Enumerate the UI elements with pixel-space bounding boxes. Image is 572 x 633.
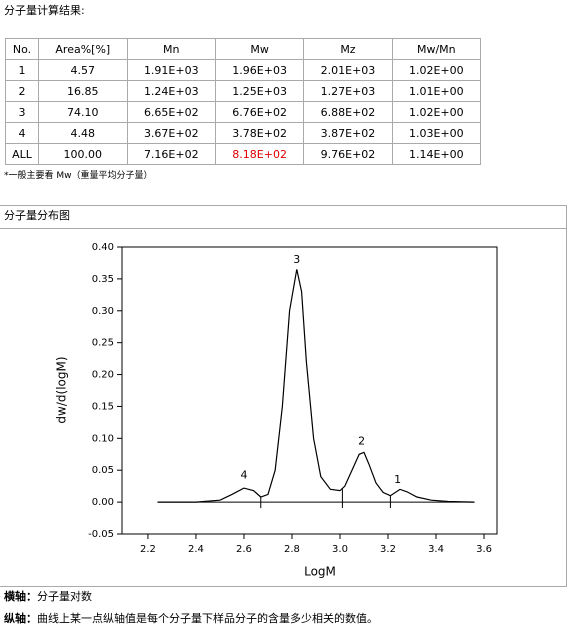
peak-label: 2 <box>358 435 365 448</box>
x-tick-label: 3.4 <box>428 544 444 555</box>
y-tick-label: 0.40 <box>92 242 114 253</box>
table-cell: 1.91E+03 <box>126 59 216 81</box>
title: 分子量计算结果: <box>4 4 85 17</box>
x-tick-label: 3.6 <box>476 544 492 555</box>
peak-label: 1 <box>394 473 401 486</box>
table-row: ALL 100.00 7.16E+02 8.18E+02 9.76E+02 1.14E+0… <box>5 143 482 165</box>
footer-label: 纵轴： <box>4 612 37 625</box>
header-cell: Mw/Mn <box>391 38 482 60</box>
y-axis-label: dw/d(logM) <box>55 356 69 423</box>
table-cell: 7.16E+02 <box>126 143 216 165</box>
table-cell: 74.10 <box>38 101 128 123</box>
x-tick-label: 2.4 <box>188 544 204 555</box>
x-tick-label: 3.2 <box>380 544 396 555</box>
footer-label: 横轴： <box>4 590 37 603</box>
y-tick-label: 0.20 <box>92 370 114 381</box>
table-cell: ALL <box>5 143 39 165</box>
table-cell: 6.88E+02 <box>303 101 393 123</box>
x-tick-label: 3.0 <box>332 544 348 555</box>
peak-label: 4 <box>240 468 247 481</box>
header-cell: Area%[%] <box>38 38 128 60</box>
footer: 横轴：分子量对数 纵轴：曲线上某一点纵轴值是每个分子量下样品分子的含量多少相关的… <box>4 586 378 630</box>
chart: LogM dw/d(logM) -0.05 0.00 0.05 0.10 0.15 0.2… <box>55 242 498 579</box>
table-cell: 9.76E+02 <box>303 143 393 165</box>
x-tick-label: 2.2 <box>140 544 156 555</box>
note: *一般主要看 Mw（重量平均分子量） <box>4 171 153 181</box>
table-cell: 8.18E+02 <box>214 143 305 165</box>
footer-line: 纵轴：曲线上某一点纵轴值是每个分子量下样品分子的含量多少相关的数值。 <box>4 608 378 630</box>
table-header-row: No. Area%[%] Mn Mw Mz Mw/Mn <box>5 38 482 60</box>
x-tick-label: 2.6 <box>236 544 252 555</box>
x-axis-label: LogM <box>304 565 336 579</box>
y-tick-label: 0.15 <box>92 401 114 412</box>
plot-frame <box>121 246 498 535</box>
y-tick-label: 0.35 <box>92 274 114 285</box>
table-cell: 1.14E+00 <box>391 143 482 165</box>
y-tick-label: 0.05 <box>92 465 114 476</box>
table-row: 1 4.57 1.91E+03 1.96E+03 2.01E+03 1.02E+00 <box>5 59 482 81</box>
chart-section: 分子量分布图 <box>0 205 567 587</box>
footer-line: 横轴：分子量对数 <box>4 586 378 608</box>
table-cell: 1.02E+00 <box>391 59 482 81</box>
x-tick-label: 2.8 <box>284 544 300 555</box>
result-table: No. Area%[%] Mn Mw Mz Mw/Mn 1 4.57 1.91E+03 1.96E… <box>5 38 482 165</box>
y-tick-label: 0.30 <box>92 306 114 317</box>
table-cell: 1.25E+03 <box>214 80 305 102</box>
table-cell: 1.02E+00 <box>391 101 482 123</box>
table-cell: 1.96E+03 <box>214 59 305 81</box>
peak-label: 3 <box>293 253 300 266</box>
y-tick-label: 0.10 <box>92 433 114 444</box>
footer-text: 曲线上某一点纵轴值是每个分子量下样品分子的含量多少相关的数值。 <box>37 612 378 625</box>
curve <box>157 269 475 503</box>
y-tick-label: 0.00 <box>92 497 114 508</box>
table-cell: 3.87E+02 <box>303 122 393 144</box>
footer-text: 分子量对数 <box>37 590 92 603</box>
header-cell: No. <box>5 38 39 60</box>
table-cell: 6.76E+02 <box>214 101 305 123</box>
y-tick-label: -0.05 <box>88 529 114 540</box>
table-cell: 100.00 <box>38 143 128 165</box>
y-tick-label: 0.25 <box>92 338 114 349</box>
table-row: 3 74.10 6.65E+02 6.76E+02 6.88E+02 1.02E+00 <box>5 101 482 123</box>
section-title: 分子量分布图 <box>0 206 566 229</box>
